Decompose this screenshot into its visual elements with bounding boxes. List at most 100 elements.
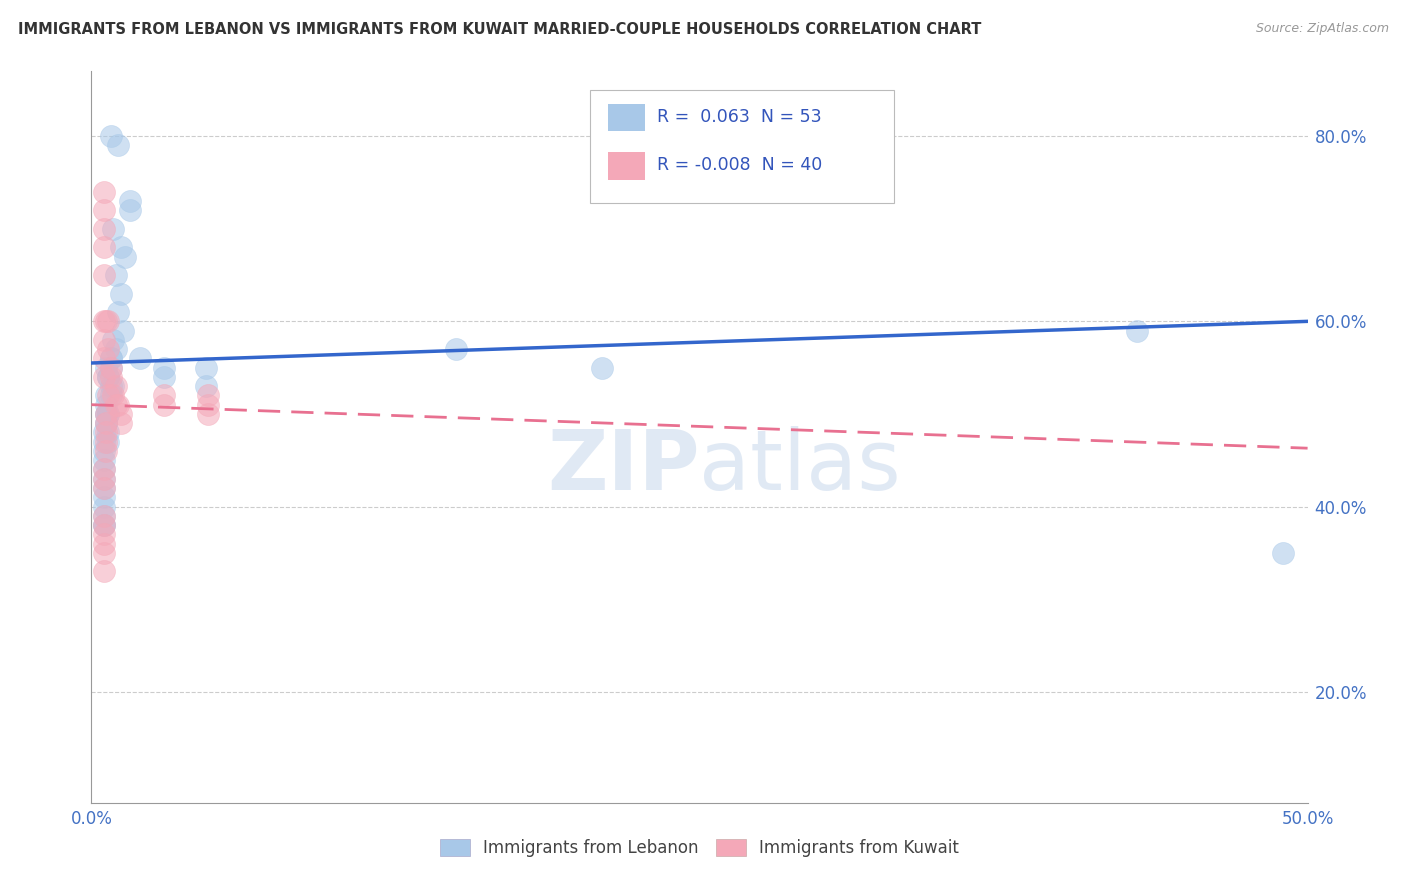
Text: R =  0.063  N = 53: R = 0.063 N = 53 (657, 108, 821, 126)
Point (120, 203, 142, 218)
Point (97, 407, 120, 421)
Point (93, 472, 115, 486)
Point (104, 379, 127, 393)
Point (94, 416, 117, 430)
Point (120, 194, 142, 208)
Point (100, 388, 122, 402)
Point (1126, 324, 1149, 338)
Point (110, 416, 132, 430)
Point (97, 314, 120, 328)
Point (111, 324, 134, 338)
Point (93, 462, 115, 476)
Point (94, 314, 117, 328)
Point (94, 407, 117, 421)
Point (129, 351, 152, 366)
Point (93, 508, 115, 523)
Point (93, 481, 115, 495)
FancyBboxPatch shape (591, 90, 894, 203)
Point (197, 398, 219, 412)
Point (94, 398, 117, 412)
Point (97, 407, 120, 421)
Point (93, 240, 115, 254)
Point (194, 379, 217, 393)
Point (93, 333, 115, 347)
Point (93, 500, 115, 514)
Point (93, 462, 115, 476)
Point (93, 490, 115, 504)
Point (93, 370, 115, 384)
Point (97, 370, 120, 384)
Point (94, 416, 117, 430)
Point (100, 379, 122, 393)
Point (153, 388, 176, 402)
Point (97, 370, 120, 384)
Point (93, 185, 115, 199)
Point (1272, 546, 1295, 560)
Point (93, 508, 115, 523)
Point (104, 398, 127, 412)
Point (107, 398, 129, 412)
Point (94, 444, 117, 458)
FancyBboxPatch shape (609, 103, 645, 131)
Point (93, 453, 115, 467)
Point (93, 536, 115, 550)
Point (194, 360, 217, 375)
Point (104, 342, 127, 356)
Point (93, 472, 115, 486)
Point (97, 342, 120, 356)
Point (444, 342, 467, 356)
Point (94, 434, 117, 449)
Point (100, 129, 122, 144)
Point (153, 370, 176, 384)
Point (93, 268, 115, 282)
Point (100, 351, 122, 366)
Text: atlas: atlas (699, 425, 901, 507)
Text: IMMIGRANTS FROM LEBANON VS IMMIGRANTS FROM KUWAIT MARRIED-COUPLE HOUSEHOLDS CORR: IMMIGRANTS FROM LEBANON VS IMMIGRANTS FR… (18, 22, 981, 37)
Point (93, 203, 115, 218)
Point (100, 360, 122, 375)
Legend: Immigrants from Lebanon, Immigrants from Kuwait: Immigrants from Lebanon, Immigrants from… (433, 832, 966, 864)
Point (107, 305, 129, 319)
Point (104, 268, 127, 282)
Point (110, 286, 132, 301)
Point (93, 314, 115, 328)
Point (153, 360, 176, 375)
Point (197, 388, 219, 402)
Point (94, 425, 117, 440)
Point (100, 370, 122, 384)
Point (93, 351, 115, 366)
Point (94, 407, 117, 421)
Point (93, 546, 115, 560)
Point (103, 388, 125, 402)
Point (103, 333, 125, 347)
Text: ZIP: ZIP (547, 425, 699, 507)
Point (103, 221, 125, 235)
FancyBboxPatch shape (609, 152, 645, 179)
Point (110, 407, 132, 421)
Point (93, 481, 115, 495)
Point (97, 388, 120, 402)
Point (97, 425, 120, 440)
Point (94, 360, 117, 375)
Point (93, 425, 115, 440)
Point (591, 360, 613, 375)
Point (93, 527, 115, 541)
Point (93, 434, 115, 449)
Point (94, 407, 117, 421)
Point (100, 360, 122, 375)
Text: Source: ZipAtlas.com: Source: ZipAtlas.com (1256, 22, 1389, 36)
Point (197, 407, 219, 421)
Point (93, 444, 115, 458)
Point (103, 379, 125, 393)
Point (94, 416, 117, 430)
Point (97, 434, 120, 449)
Point (93, 518, 115, 533)
Point (110, 240, 132, 254)
Point (93, 518, 115, 533)
Point (94, 388, 117, 402)
Point (107, 138, 129, 153)
Text: R = -0.008  N = 40: R = -0.008 N = 40 (657, 156, 823, 174)
Point (93, 565, 115, 579)
Point (93, 221, 115, 235)
Point (114, 250, 136, 264)
